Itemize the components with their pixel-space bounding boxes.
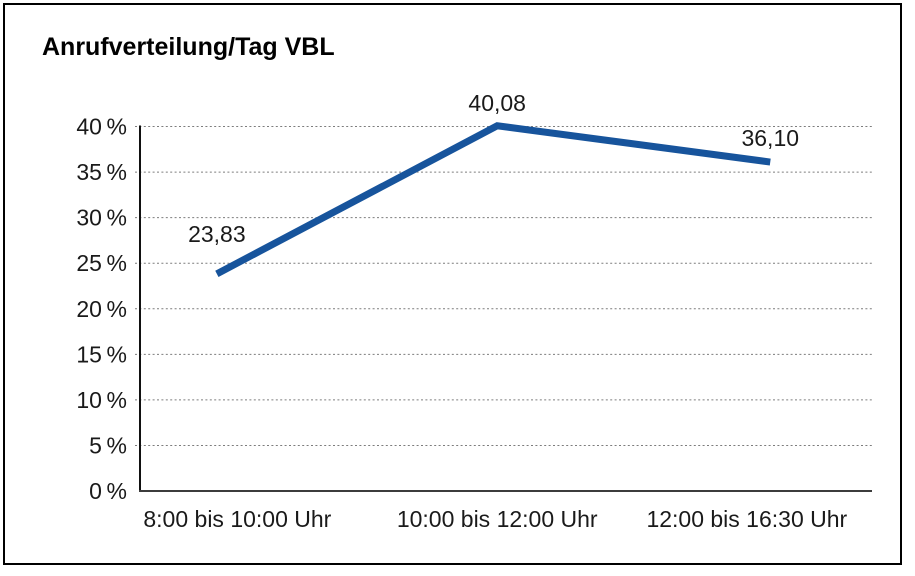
y-axis-tick-label: 0 % bbox=[89, 478, 127, 504]
y-axis-tick-label: 5 % bbox=[89, 432, 127, 458]
x-axis-category-label: 10:00 bis 12:00 Uhr bbox=[397, 506, 598, 532]
chart-title: Anrufverteilung/Tag VBL bbox=[42, 33, 335, 61]
y-axis-tick-label: 25 % bbox=[76, 250, 127, 276]
data-point-label: 40,08 bbox=[468, 90, 526, 116]
x-axis-category-label: 8:00 bis 10:00 Uhr bbox=[143, 506, 331, 532]
y-axis-tick-label: 20 % bbox=[76, 296, 127, 322]
x-axis-category-label: 12:00 bis 16:30 Uhr bbox=[646, 506, 847, 532]
data-point-label: 36,10 bbox=[741, 125, 799, 151]
y-axis-tick-label: 15 % bbox=[76, 341, 127, 367]
y-axis-tick-label: 10 % bbox=[76, 387, 127, 413]
y-axis-tick-label: 30 % bbox=[76, 205, 127, 231]
data-series-line bbox=[215, 122, 771, 277]
y-axis-tick-label: 40 % bbox=[76, 114, 127, 140]
chart-frame: Anrufverteilung/Tag VBL bbox=[3, 3, 902, 565]
data-point-label: 23,83 bbox=[188, 221, 246, 247]
y-axis-tick-label: 35 % bbox=[76, 159, 127, 185]
